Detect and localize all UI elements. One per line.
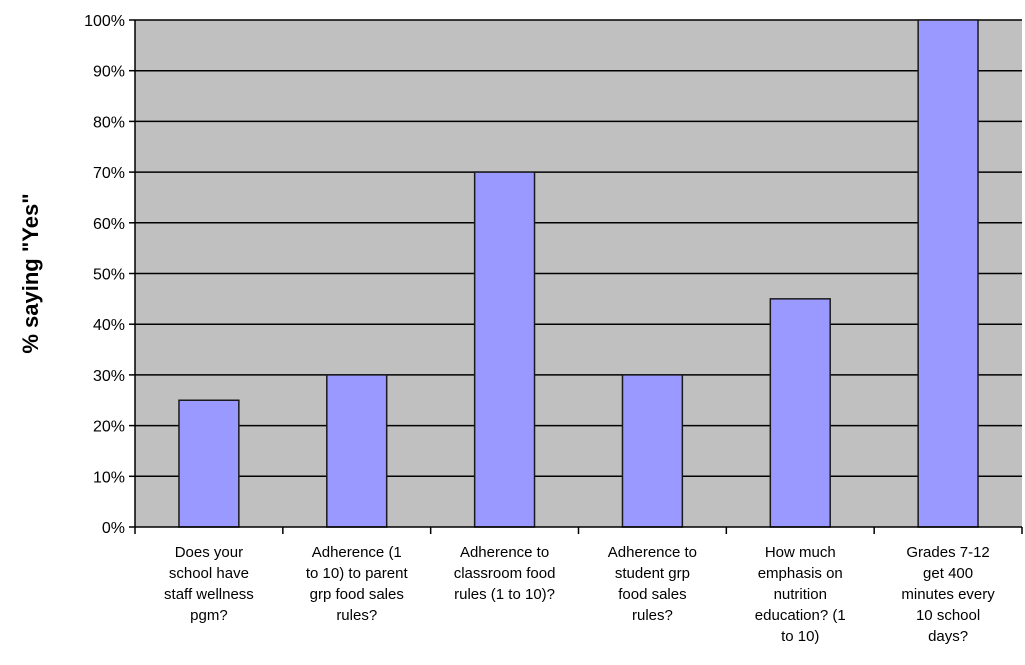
y-tick-label: 40% xyxy=(93,317,125,334)
y-tick-labels: 0% 10% 20% 30% 40% 50% 60% 70% 80% 90% 100% xyxy=(84,13,125,537)
bar xyxy=(473,171,536,528)
x-category-label-line: 10 school xyxy=(916,607,980,624)
y-tick-label: 0% xyxy=(102,520,125,537)
y-tick-label: 90% xyxy=(93,64,125,81)
x-category-label: Adherence (1 to 10) to parent grp food sal… xyxy=(306,544,409,624)
x-category-label-line: food sales xyxy=(618,586,686,603)
x-category-label-line: get 400 xyxy=(923,565,973,582)
x-category-label-line: Does your xyxy=(175,544,243,561)
y-axis-title: % saying "Yes" xyxy=(18,193,43,353)
bar xyxy=(621,374,684,528)
x-category-labels: Does your school have staff wellness pgm? Ad… xyxy=(164,544,995,645)
x-category-label-line: emphasis on xyxy=(758,565,843,582)
x-category-label: Adherence to classroom food rules (1 to 10… xyxy=(454,544,556,603)
x-category-label-line: rules? xyxy=(336,607,377,624)
x-category-label-line: education? (1 xyxy=(755,607,846,624)
y-tick-label: 80% xyxy=(93,114,125,131)
bar xyxy=(769,298,831,528)
y-tick-label: 10% xyxy=(93,469,125,486)
grid-lines xyxy=(135,19,1022,478)
x-category-label-line: rules? xyxy=(632,607,673,624)
x-category-label-line: rules (1 to 10)? xyxy=(454,586,555,603)
x-category-label-line: Grades 7-12 xyxy=(906,544,989,561)
x-category-label-line: days? xyxy=(928,628,968,645)
x-category-label: Adherence to student grp food sales rules? xyxy=(608,544,697,624)
bar xyxy=(326,374,388,528)
y-tick-label: 60% xyxy=(93,216,125,233)
x-category-label: Does your school have staff wellness pgm? xyxy=(164,544,254,624)
x-category-label: How much emphasis on nutrition education? (… xyxy=(755,544,846,645)
x-category-label: Grades 7-12 get 400 minutes every 10 school… xyxy=(901,544,995,645)
x-category-label-line: to 10) xyxy=(781,628,819,645)
x-category-label-line: staff wellness xyxy=(164,586,254,603)
x-category-label-line: Adherence to xyxy=(460,544,549,561)
axes xyxy=(129,19,1023,534)
y-tick-label: 30% xyxy=(93,368,125,385)
x-category-label-line: Adherence (1 xyxy=(312,544,402,561)
x-category-label-line: school have xyxy=(169,565,249,582)
x-category-label-line: pgm? xyxy=(190,607,228,624)
y-tick-label: 50% xyxy=(93,267,125,284)
y-tick-label: 70% xyxy=(93,165,125,182)
bar xyxy=(178,399,240,528)
x-category-label-line: grp food sales xyxy=(310,586,404,603)
x-category-label-line: classroom food xyxy=(454,565,556,582)
x-category-label-line: to 10) to parent xyxy=(306,565,409,582)
bar xyxy=(917,19,979,528)
y-tick-label: 20% xyxy=(93,419,125,436)
x-category-label-line: How much xyxy=(765,544,836,561)
x-category-label-line: nutrition xyxy=(774,586,827,603)
x-category-label-line: student grp xyxy=(615,565,690,582)
x-category-label-line: Adherence to xyxy=(608,544,697,561)
x-category-label-line: minutes every xyxy=(901,586,995,603)
y-tick-label: 100% xyxy=(84,13,125,30)
